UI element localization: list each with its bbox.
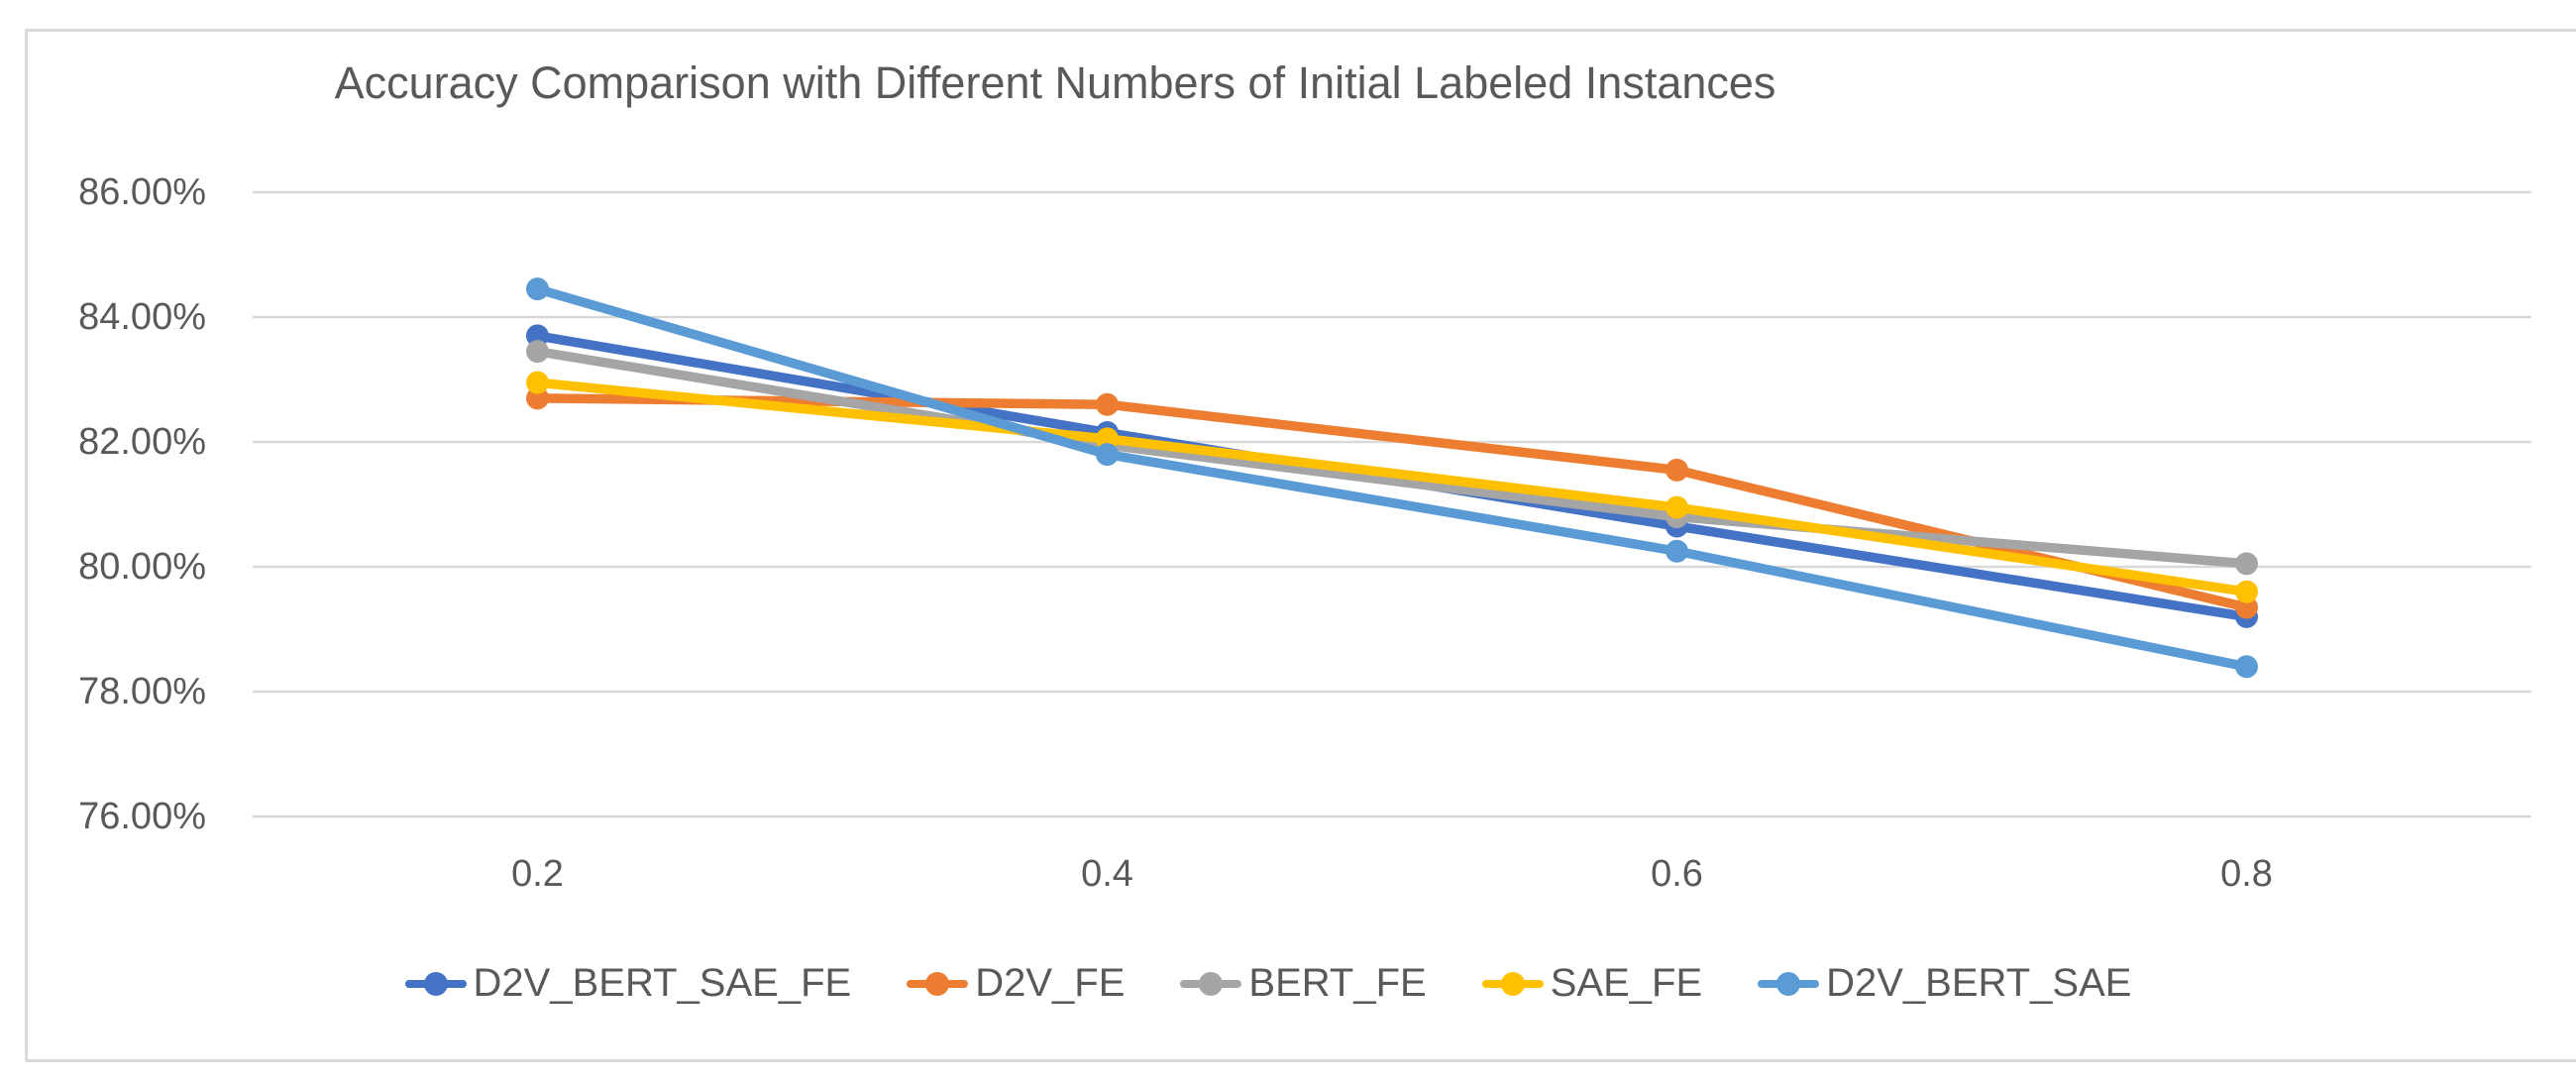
legend-marker-icon xyxy=(1758,971,1820,997)
legend-marker-icon xyxy=(1481,971,1544,997)
data-point-marker xyxy=(2235,596,2258,619)
y-tick-label: 86.00% xyxy=(78,171,206,213)
y-tick-label: 76.00% xyxy=(78,796,206,837)
legend-item-D2V_FE: D2V_FE xyxy=(907,961,1125,1006)
data-point-marker xyxy=(2235,580,2258,603)
y-tick-label: 78.00% xyxy=(78,671,206,712)
series-D2V_BERT_SAE xyxy=(526,277,2258,679)
data-point-marker xyxy=(1665,539,1688,563)
series-line-BERT_FE xyxy=(532,346,2252,569)
legend-marker-icon xyxy=(1180,971,1242,997)
series-SAE_FE xyxy=(526,371,2258,603)
legend-marker-icon xyxy=(907,971,969,997)
legend-item-D2V_BERT_SAE: D2V_BERT_SAE xyxy=(1758,961,2131,1006)
chart-title: Accuracy Comparison with Different Numbe… xyxy=(334,57,1776,108)
legend-item-BERT_FE: BERT_FE xyxy=(1180,961,1427,1006)
data-point-marker xyxy=(526,386,549,410)
data-point-marker xyxy=(1096,443,1119,467)
data-point-marker xyxy=(1096,392,1119,416)
data-point-marker xyxy=(526,340,549,364)
legend-item-SAE_FE: SAE_FE xyxy=(1481,961,1703,1006)
legend-label: BERT_FE xyxy=(1248,961,1427,1005)
legend-item-D2V_BERT_SAE_FE: D2V_BERT_SAE_FE xyxy=(404,961,852,1006)
chart-frame xyxy=(25,29,2576,1062)
data-point-marker xyxy=(526,371,549,394)
x-tick-label: 0.6 xyxy=(1651,853,1703,895)
data-point-marker xyxy=(1665,495,1688,519)
data-point-marker xyxy=(1665,458,1688,482)
data-point-marker xyxy=(526,324,549,348)
y-tick-label: 84.00% xyxy=(78,296,206,338)
x-tick-label: 0.8 xyxy=(2220,853,2273,895)
y-tick-label: 80.00% xyxy=(78,546,206,588)
x-tick-label: 0.2 xyxy=(511,853,564,895)
data-point-marker xyxy=(2235,655,2258,679)
legend-label: SAE_FE xyxy=(1550,961,1703,1005)
legend-label: D2V_BERT_SAE_FE xyxy=(473,961,852,1005)
legend-label: D2V_FE xyxy=(975,961,1126,1005)
data-point-marker xyxy=(2235,552,2258,576)
series-line-D2V_BERT_SAE xyxy=(532,283,2252,672)
x-tick-label: 0.4 xyxy=(1081,853,1133,895)
legend-marker-icon xyxy=(404,971,467,997)
data-point-marker xyxy=(1096,427,1119,451)
data-point-marker xyxy=(526,277,549,301)
legend: D2V_BERT_SAE_FE D2V_FE BERT_FE SAE_FE D2V_BE… xyxy=(0,961,2536,1006)
legend-label: D2V_BERT_SAE xyxy=(1826,961,2132,1005)
series-line-SAE_FE xyxy=(532,378,2252,597)
y-tick-label: 82.00% xyxy=(78,421,206,463)
